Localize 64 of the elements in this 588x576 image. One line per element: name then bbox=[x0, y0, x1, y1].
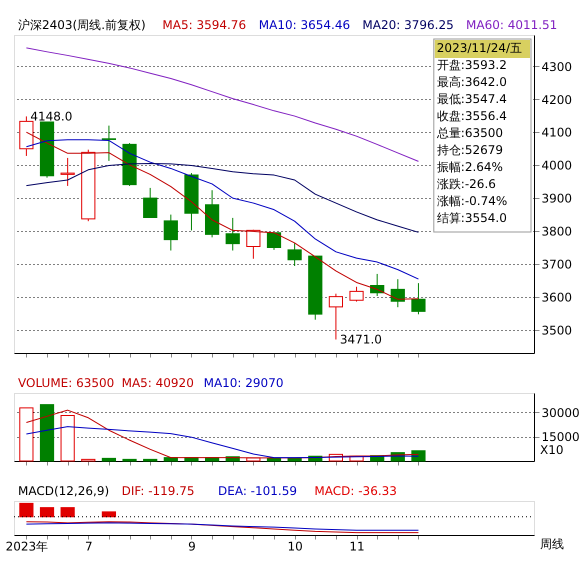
series-label: VOLUME: 63500 bbox=[18, 376, 114, 390]
y-tick-label: 3500 bbox=[542, 323, 572, 338]
chart-title: MACD(12,26,9) bbox=[18, 484, 110, 498]
bar bbox=[60, 415, 75, 462]
bar bbox=[411, 450, 426, 462]
x-tick-label: 10 bbox=[287, 540, 303, 554]
text: 2023/11/24/五 bbox=[436, 41, 522, 55]
line-series bbox=[26, 410, 419, 458]
series-label: DIF: -119.75 bbox=[122, 484, 195, 498]
text: 开盘:3593.2 bbox=[436, 58, 507, 72]
bar bbox=[102, 458, 116, 462]
text: MACD: -36.33 bbox=[314, 484, 397, 498]
text: MA10: 3654.46 bbox=[258, 18, 350, 32]
bar bbox=[164, 457, 178, 462]
annotation: 3471.0 bbox=[340, 332, 382, 346]
candlestick bbox=[349, 286, 364, 302]
text: 总量:63500 bbox=[436, 126, 504, 140]
text: 最低:3547.4 bbox=[436, 92, 507, 106]
y-tick-label: 30000 bbox=[542, 406, 580, 420]
y-tick-label: 3800 bbox=[542, 224, 572, 239]
candlestick bbox=[411, 282, 426, 315]
text: 结算:3554.0 bbox=[436, 211, 507, 225]
y-tick-label: 3900 bbox=[542, 192, 572, 206]
chart-title: 沪深2403(周线.前复权) bbox=[18, 18, 146, 32]
y-tick-label: 3700 bbox=[542, 258, 572, 272]
y-tick-label: 15000 bbox=[542, 430, 580, 444]
text: MA5: 40920 bbox=[122, 376, 194, 390]
y-tick-label: 4000 bbox=[542, 158, 572, 173]
candlestick bbox=[60, 157, 75, 186]
text: 周线 bbox=[540, 537, 564, 551]
text: 振幅:2.64% bbox=[436, 160, 503, 174]
candlestick bbox=[246, 229, 260, 260]
y-tick-label: 4200 bbox=[542, 92, 572, 107]
x-tick-label: 11 bbox=[349, 540, 365, 554]
bar bbox=[40, 404, 54, 462]
candlestick bbox=[143, 187, 158, 218]
text: 最高:3642.0 bbox=[436, 75, 507, 89]
candlestick bbox=[102, 125, 116, 162]
text: MA10: 29070 bbox=[204, 376, 284, 390]
bar bbox=[19, 407, 34, 462]
x-tick-label: 9 bbox=[188, 540, 196, 554]
text: 持仓:52679 bbox=[436, 143, 504, 157]
y-tick-label: 3600 bbox=[542, 290, 572, 304]
annotation: 4148.0 bbox=[30, 109, 72, 124]
text: MA60: 4011.51 bbox=[466, 18, 558, 32]
y-tick-label: 4300 bbox=[542, 60, 572, 74]
candlestick bbox=[288, 242, 302, 267]
text: 涨幅:-0.74% bbox=[436, 194, 508, 208]
line-series bbox=[26, 163, 419, 233]
candlestick bbox=[164, 214, 178, 252]
line-series bbox=[26, 426, 419, 458]
candlestick bbox=[226, 217, 240, 252]
x-tick-label: 2023年 bbox=[6, 540, 48, 554]
x-tick-label: 7 bbox=[84, 540, 93, 554]
candlestick bbox=[390, 278, 405, 308]
line-series bbox=[26, 47, 419, 162]
text: DEA: -101.59 bbox=[218, 484, 297, 498]
candlestick bbox=[266, 232, 282, 250]
text: X10 bbox=[540, 443, 564, 457]
text: MA20: 3796.25 bbox=[362, 18, 454, 32]
text: 收盘:3556.4 bbox=[436, 109, 507, 123]
y-tick-label: 4100 bbox=[542, 126, 572, 140]
text: 涨跌:-26.6 bbox=[436, 177, 496, 191]
text: MA5: 3594.76 bbox=[162, 18, 246, 32]
